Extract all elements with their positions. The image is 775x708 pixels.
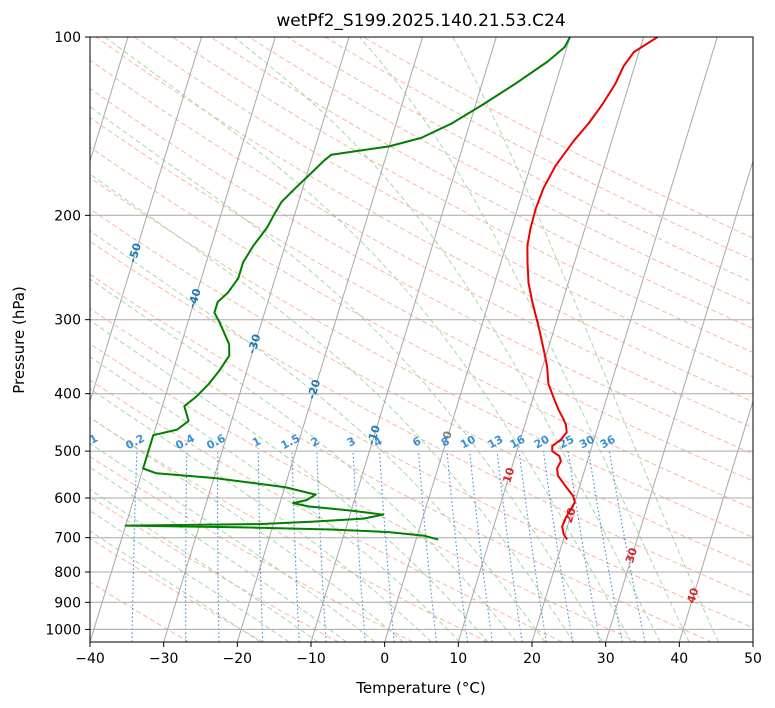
moist-adiabat-line bbox=[90, 466, 347, 642]
isotherm-label: -40 bbox=[186, 287, 204, 310]
isotherm-gridline bbox=[457, 37, 645, 642]
moist-adiabat-line bbox=[104, 37, 632, 642]
y-axis: 100 200 300 400 500 600 700 800 900 1000 bbox=[45, 30, 90, 638]
mixing-ratio-label: 13 bbox=[486, 433, 506, 452]
mixing-ratio-label: 20 bbox=[532, 433, 552, 452]
y-tick-label: 100 bbox=[54, 30, 81, 46]
isotherm-gridline bbox=[90, 37, 129, 163]
dry-adiabat-line bbox=[90, 240, 753, 598]
y-tick-label: 500 bbox=[54, 444, 81, 460]
mixing-ratio-line bbox=[608, 451, 646, 642]
moist-adiabats bbox=[90, 37, 719, 642]
isotherm-label: -30 bbox=[245, 332, 263, 355]
mixing-ratio-label: 0.1 bbox=[77, 432, 100, 453]
isotherm-gridline bbox=[310, 37, 497, 642]
dewpoint-profile-line bbox=[124, 37, 571, 541]
x-tick-label: −40 bbox=[75, 651, 105, 667]
isotherm-gridline bbox=[605, 159, 753, 642]
x-tick-label: 50 bbox=[744, 651, 762, 667]
temperature-profile-line bbox=[526, 37, 659, 541]
isotherm-gridline bbox=[236, 37, 424, 642]
isotherm-label: -20 bbox=[305, 378, 323, 401]
isotherm-gridline bbox=[531, 37, 718, 642]
mixing-ratio-line bbox=[518, 451, 547, 642]
sounding-profiles bbox=[124, 37, 659, 541]
mixing-ratio-line bbox=[496, 451, 523, 642]
isotherm-label: 40 bbox=[685, 586, 702, 605]
moist-adiabat-line bbox=[90, 106, 603, 642]
mixing-ratio-line bbox=[469, 451, 493, 642]
y-tick-label: 300 bbox=[54, 313, 81, 329]
x-axis: −40 −30 −20 −10 0 10 20 30 40 50 bbox=[75, 642, 762, 667]
x-tick-label: 40 bbox=[670, 651, 688, 667]
isotherm-label: 20 bbox=[562, 506, 579, 525]
isotherm-label: 10 bbox=[500, 466, 517, 485]
mixing-ratio-lines bbox=[90, 451, 646, 642]
dry-adiabat-line bbox=[172, 37, 753, 354]
moist-adiabat-line bbox=[358, 37, 690, 642]
moist-adiabat-line bbox=[452, 37, 719, 642]
moist-adiabat-line bbox=[233, 37, 661, 642]
x-tick-label: 10 bbox=[449, 651, 467, 667]
mixing-ratio-label: 16 bbox=[508, 433, 528, 452]
dry-adiabat-line bbox=[90, 537, 264, 642]
isotherm-label: 0 bbox=[440, 429, 455, 440]
moist-adiabat-line bbox=[90, 356, 461, 642]
isotherm-label: 30 bbox=[623, 546, 640, 565]
mixing-ratio-label: 10 bbox=[458, 433, 478, 452]
dry-adiabat-line bbox=[90, 146, 753, 510]
isotherm-gridline bbox=[90, 37, 203, 404]
y-tick-label: 1000 bbox=[45, 622, 81, 638]
isotherm-gridline bbox=[90, 37, 276, 642]
isotherm-gridline bbox=[163, 37, 350, 642]
mixing-ratio-label: 36 bbox=[598, 433, 618, 452]
mixing-ratio-label: 30 bbox=[577, 433, 597, 452]
y-tick-label: 600 bbox=[54, 491, 81, 507]
dry-adiabat-line bbox=[90, 581, 190, 642]
isotherm-gridlines bbox=[90, 37, 753, 642]
moist-adiabat-line bbox=[90, 230, 546, 642]
x-tick-label: −10 bbox=[296, 651, 326, 667]
y-tick-label: 400 bbox=[54, 387, 81, 403]
mixing-ratio-line bbox=[446, 451, 469, 642]
isotherm-label: -10 bbox=[365, 423, 383, 446]
x-tick-label: −30 bbox=[149, 651, 179, 667]
moist-adiabat-line bbox=[90, 489, 319, 642]
dry-adiabat-line bbox=[133, 37, 753, 378]
mixing-ratio-line bbox=[588, 451, 623, 642]
moist-adiabat-line bbox=[90, 319, 489, 642]
isotherm-gridline bbox=[384, 37, 571, 642]
dry-adiabat-line bbox=[210, 37, 753, 330]
dry-adiabat-line bbox=[95, 37, 753, 403]
plot-frame bbox=[89, 36, 754, 643]
isotherm-gridline bbox=[678, 399, 753, 642]
dry-adiabat-line bbox=[90, 273, 753, 629]
x-axis-label: Temperature (°C) bbox=[355, 679, 485, 697]
mixing-ratio-line bbox=[379, 451, 395, 642]
dry-adiabat-line bbox=[90, 379, 563, 642]
x-tick-label: 0 bbox=[380, 651, 389, 667]
y-axis-label: Pressure (hPa) bbox=[10, 286, 28, 394]
x-tick-label: 30 bbox=[597, 651, 615, 667]
dry-adiabat-line bbox=[90, 177, 753, 538]
isotherm-label: -50 bbox=[126, 241, 144, 264]
y-tick-label: 200 bbox=[54, 208, 81, 224]
y-tick-label: 900 bbox=[54, 595, 81, 611]
mixing-ratio-line bbox=[417, 451, 437, 642]
x-tick-label: 20 bbox=[523, 651, 541, 667]
x-tick-label: −20 bbox=[223, 651, 253, 667]
moist-adiabat-line bbox=[90, 388, 432, 642]
dry-adiabat-line bbox=[90, 59, 753, 429]
plot-area: -100-90-80-70-60-50-40-30-20-10010203040… bbox=[77, 37, 753, 642]
isobar-gridlines bbox=[90, 37, 753, 630]
chart-title: wetPf2_S199.2025.140.21.53.C24 bbox=[276, 11, 565, 31]
mixing-ratio-line bbox=[542, 451, 574, 642]
y-tick-label: 700 bbox=[54, 531, 81, 547]
y-tick-label: 800 bbox=[54, 565, 81, 581]
moist-adiabat-line bbox=[90, 416, 404, 642]
moist-adiabat-line bbox=[90, 510, 290, 642]
